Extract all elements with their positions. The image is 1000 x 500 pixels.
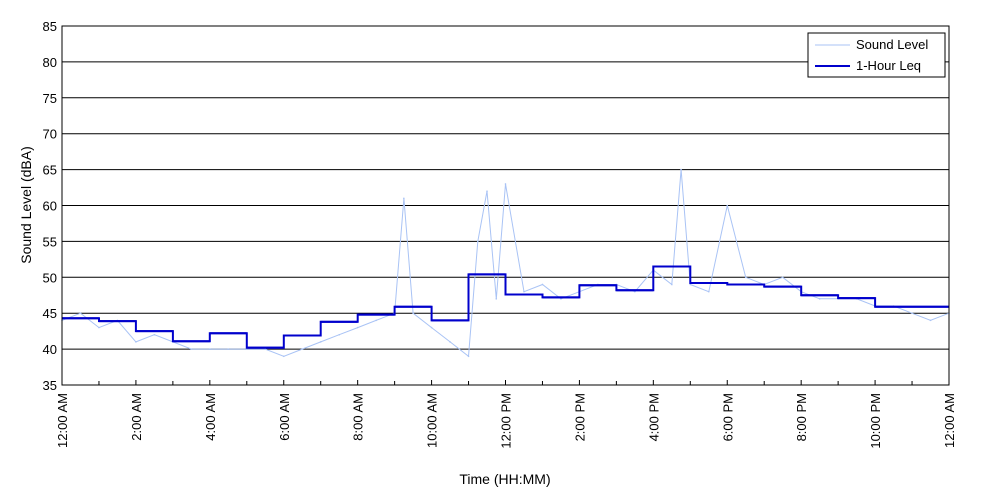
sound-level-point-15 — [338, 333, 340, 336]
y-tick-label-45: 45 — [43, 306, 57, 321]
sound-level-point-19 — [403, 197, 405, 200]
y-axis-label: Sound Level (dBA) — [18, 146, 34, 264]
x-tick-label-0: 12:00 AM — [55, 393, 70, 448]
y-tick-label-75: 75 — [43, 91, 57, 106]
sound-level-point-24 — [476, 240, 479, 243]
y-tick-label-80: 80 — [43, 55, 57, 70]
y-tick-label-35: 35 — [43, 378, 57, 393]
sound-level-point-45 — [818, 298, 821, 300]
sound-level-point-40 — [726, 204, 729, 207]
y-tick-label-60: 60 — [43, 199, 57, 214]
x-tick-label-9: 6:00 PM — [720, 393, 735, 441]
x-axis-label: Time (HH:MM) — [459, 471, 550, 487]
x-tick-label-11: 10:00 PM — [868, 393, 883, 449]
sound-level-point-1 — [79, 312, 82, 315]
sound-level-point-43 — [781, 276, 784, 279]
sound-level-point-34 — [634, 290, 636, 293]
legend-label-sound-level: Sound Level — [856, 37, 928, 52]
sound-level-point-26 — [495, 298, 498, 300]
x-tick-label-5: 10:00 AM — [425, 393, 440, 448]
y-axis-ticks: 35 40 45 50 55 60 65 70 75 80 85 — [43, 19, 57, 393]
x-tick-label-6: 12:00 PM — [499, 393, 514, 449]
sound-level-point-39 — [707, 290, 710, 293]
sound-level-point-17 — [375, 319, 377, 322]
sound-level-point-38 — [689, 283, 692, 286]
x-tick-label-3: 6:00 AM — [277, 393, 292, 441]
sound-level-point-22 — [449, 341, 451, 343]
legend: Sound Level 1-Hour Leq — [807, 32, 946, 78]
x-tick-label-1: 2:00 AM — [129, 393, 144, 441]
sound-level-point-28 — [523, 290, 525, 293]
x-tick-label-2: 4:00 AM — [203, 393, 218, 441]
x-axis-ticks: 12:00 AM 2:00 AM 4:00 AM 6:00 AM 8:00 AM 10:0… — [55, 380, 957, 449]
sound-level-point-8 — [209, 348, 211, 350]
sound-level-point-4 — [135, 341, 137, 343]
sound-level-point-12 — [282, 355, 285, 358]
sound-level-point-13 — [301, 348, 304, 350]
y-tick-label-40: 40 — [43, 342, 57, 357]
sound-level-point-25 — [486, 190, 488, 192]
x-tick-label-10: 8:00 PM — [794, 393, 809, 441]
sound-level-point-30 — [560, 298, 562, 300]
legend-box — [807, 32, 946, 78]
sound-level-point-9 — [227, 348, 230, 350]
x-tick-label-12: 12:00 AM — [942, 393, 957, 448]
series-layer — [61, 168, 950, 358]
sound-level-point-14 — [319, 341, 322, 343]
y-tick-label-55: 55 — [43, 234, 57, 249]
x-tick-label-4: 8:00 AM — [351, 393, 366, 441]
sound-level-point-27 — [504, 183, 507, 185]
y-tick-label-50: 50 — [43, 270, 57, 285]
sound-level-point-50 — [911, 312, 913, 315]
y-tick-label-70: 70 — [43, 127, 57, 142]
y-tick-label-85: 85 — [43, 19, 57, 34]
sound-level-point-23 — [467, 355, 470, 358]
x-tick-label-8: 4:00 PM — [646, 393, 661, 441]
sound-level-point-29 — [541, 283, 544, 286]
y-tick-label-65: 65 — [43, 163, 57, 178]
sound-level-point-51 — [929, 319, 932, 322]
legend-label-1-hour-leq: 1-Hour Leq — [856, 58, 921, 73]
sound-level-point-36 — [671, 283, 673, 286]
sound-level-point-7 — [190, 348, 193, 350]
sound-level-point-2 — [98, 326, 100, 329]
sound-level-point-41 — [744, 276, 747, 279]
sound-level-point-5 — [153, 333, 156, 336]
sound-level-point-16 — [356, 326, 359, 329]
sound-level-point-21 — [430, 326, 433, 329]
x-tick-label-7: 2:00 PM — [572, 393, 587, 441]
sound-level-point-37 — [680, 168, 682, 171]
sound-level-point-20 — [412, 312, 414, 315]
